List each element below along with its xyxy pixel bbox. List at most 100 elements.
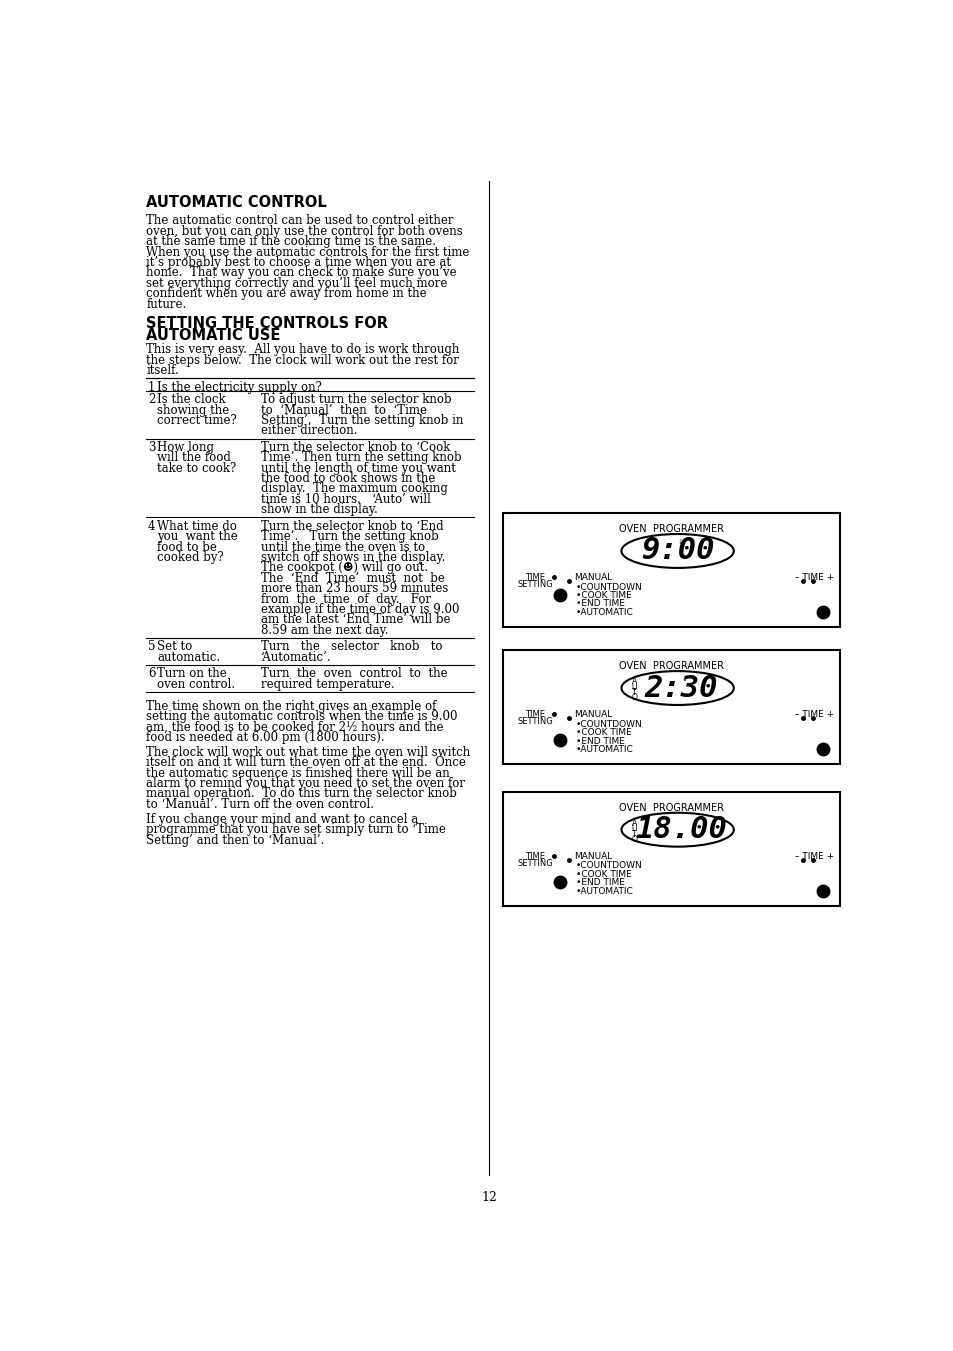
Text: OVEN  PROGRAMMER: OVEN PROGRAMMER	[618, 524, 723, 534]
Text: U: U	[631, 824, 637, 834]
Text: •COOK TIME: •COOK TIME	[575, 728, 631, 738]
Text: When you use the automatic controls for the first time: When you use the automatic controls for …	[146, 246, 469, 258]
Text: Turn the selector knob to ‘End: Turn the selector knob to ‘End	[261, 520, 443, 532]
Text: Setting’ and then to ‘Manual’.: Setting’ and then to ‘Manual’.	[146, 834, 324, 847]
Text: set everything correctly and you’ll feel much more: set everything correctly and you’ll feel…	[146, 277, 447, 290]
Text: TIME: TIME	[525, 852, 545, 861]
Text: Is the clock: Is the clock	[157, 393, 226, 407]
Text: •COUNTDOWN: •COUNTDOWN	[575, 862, 641, 870]
Text: 2: 2	[148, 393, 155, 407]
Text: What time do: What time do	[157, 520, 237, 532]
Text: – TIME +: – TIME +	[794, 573, 833, 582]
Text: SETTING: SETTING	[517, 717, 553, 727]
Text: MANUAL: MANUAL	[574, 852, 612, 861]
Text: either direction.: either direction.	[261, 424, 357, 438]
Text: am, the food is to be cooked for 2½ hours and the: am, the food is to be cooked for 2½ hour…	[146, 720, 443, 734]
Text: to ‘Manual’. Turn off the oven control.: to ‘Manual’. Turn off the oven control.	[146, 797, 374, 811]
Text: Is the electricity supply on?: Is the electricity supply on?	[157, 381, 322, 393]
Bar	[502, 792, 840, 907]
Text: O: O	[631, 835, 637, 844]
Text: SETTING: SETTING	[517, 580, 553, 589]
Text: T: T	[631, 830, 636, 839]
Text: take to cook?: take to cook?	[157, 462, 236, 474]
Text: 3: 3	[148, 440, 155, 454]
Text: automatic.: automatic.	[157, 651, 220, 663]
Text: ↓: ↓	[680, 676, 686, 682]
Text: example if the time of day is 9.00: example if the time of day is 9.00	[261, 603, 459, 616]
Text: future.: future.	[146, 297, 187, 311]
Text: setting the automatic controls when the time is 9.00: setting the automatic controls when the …	[146, 711, 457, 723]
Text: itself.: itself.	[146, 365, 179, 377]
Bar	[502, 650, 840, 765]
Ellipse shape	[620, 813, 733, 847]
Text: until the time the oven is to: until the time the oven is to	[261, 540, 425, 554]
Text: 4: 4	[148, 520, 155, 532]
Text: O: O	[631, 693, 637, 703]
Text: Turn  the  oven  control  to  the: Turn the oven control to the	[261, 667, 447, 681]
Text: from  the  time  of  day.   For: from the time of day. For	[261, 593, 431, 605]
Text: Turn   the   selector   knob   to: Turn the selector knob to	[261, 640, 442, 654]
Text: cooked by?: cooked by?	[157, 551, 224, 563]
Text: at the same time if the cooking time is the same.: at the same time if the cooking time is …	[146, 235, 436, 249]
Text: 5: 5	[148, 640, 155, 654]
Text: the food to cook shows in the: the food to cook shows in the	[261, 471, 435, 485]
Text: A: A	[631, 819, 637, 828]
Text: How long: How long	[157, 440, 214, 454]
Text: The  ‘End  Time’  must  not  be: The ‘End Time’ must not be	[261, 571, 444, 585]
Text: switch off shows in the display.: switch off shows in the display.	[261, 551, 445, 563]
Text: •END TIME: •END TIME	[575, 878, 624, 888]
Text: The time shown on the right gives an example of: The time shown on the right gives an exa…	[146, 700, 436, 712]
Text: showing the: showing the	[157, 404, 230, 416]
Text: manual operation.  To do this turn the selector knob: manual operation. To do this turn the se…	[146, 788, 456, 800]
Text: food is needed at 6.00 pm (1800 hours).: food is needed at 6.00 pm (1800 hours).	[146, 731, 385, 744]
Text: Time’. Then turn the setting knob: Time’. Then turn the setting knob	[261, 451, 461, 465]
Text: •COUNTDOWN: •COUNTDOWN	[575, 582, 641, 592]
Text: 2:30: 2:30	[644, 674, 718, 703]
Text: Turn on the: Turn on the	[157, 667, 227, 681]
Text: •COOK TIME: •COOK TIME	[575, 590, 631, 600]
Text: am the latest ‘End Time’ will be: am the latest ‘End Time’ will be	[261, 613, 450, 627]
Text: correct time?: correct time?	[157, 413, 236, 427]
Text: time is 10 hours.   ‘Auto’ will: time is 10 hours. ‘Auto’ will	[261, 493, 431, 505]
Text: the automatic sequence is finished there will be an: the automatic sequence is finished there…	[146, 766, 450, 780]
Text: ↓: ↓	[677, 539, 682, 544]
Text: oven, but you can only use the control for both ovens: oven, but you can only use the control f…	[146, 224, 462, 238]
Text: Time’.   Turn the setting knob: Time’. Turn the setting knob	[261, 530, 438, 543]
Text: TIME: TIME	[525, 711, 545, 719]
Text: •COUNTDOWN: •COUNTDOWN	[575, 720, 641, 728]
Text: The automatic control can be used to control either: The automatic control can be used to con…	[146, 215, 454, 227]
Text: food to be: food to be	[157, 540, 217, 554]
Text: The clock will work out what time the oven will switch: The clock will work out what time the ov…	[146, 746, 470, 759]
Text: •COOK TIME: •COOK TIME	[575, 870, 631, 878]
Ellipse shape	[620, 671, 733, 705]
Text: ‘Automatic’.: ‘Automatic’.	[261, 651, 332, 663]
Text: itself on and it will turn the oven off at the end.  Once: itself on and it will turn the oven off …	[146, 757, 466, 769]
Text: •AUTOMATIC: •AUTOMATIC	[575, 744, 633, 754]
Text: display.  The maximum cooking: display. The maximum cooking	[261, 482, 448, 496]
Text: – TIME +: – TIME +	[794, 711, 833, 719]
Text: Turn the selector knob to ‘Cook: Turn the selector knob to ‘Cook	[261, 440, 450, 454]
Text: If you change your mind and want to cancel a: If you change your mind and want to canc…	[146, 813, 418, 825]
Text: OVEN  PROGRAMMER: OVEN PROGRAMMER	[618, 802, 723, 813]
Text: Set to: Set to	[157, 640, 193, 654]
Text: TIME: TIME	[525, 573, 545, 582]
Text: 12: 12	[480, 1190, 497, 1204]
Text: •AUTOMATIC: •AUTOMATIC	[575, 608, 633, 617]
Text: To adjust turn the selector knob: To adjust turn the selector knob	[261, 393, 451, 407]
Bar	[502, 513, 840, 627]
Text: the steps below.  The clock will work out the rest for: the steps below. The clock will work out…	[146, 354, 458, 367]
Text: MANUAL: MANUAL	[574, 573, 612, 582]
Text: – TIME +: – TIME +	[794, 852, 833, 861]
Text: will the food: will the food	[157, 451, 231, 465]
Text: AUTOMATIC USE: AUTOMATIC USE	[146, 328, 280, 343]
Text: it’s probably best to choose a time when you are at: it’s probably best to choose a time when…	[146, 257, 451, 269]
Text: T: T	[631, 688, 636, 697]
Text: home.  That way you can check to make sure you’ve: home. That way you can check to make sur…	[146, 266, 456, 280]
Text: OVEN  PROGRAMMER: OVEN PROGRAMMER	[618, 661, 723, 671]
Text: show in the display.: show in the display.	[261, 503, 377, 516]
Text: 1: 1	[148, 381, 155, 393]
Text: Setting’.  Turn the setting knob in: Setting’. Turn the setting knob in	[261, 413, 463, 427]
Text: MANUAL: MANUAL	[574, 711, 612, 719]
Text: confident when you are away from home in the: confident when you are away from home in…	[146, 288, 427, 300]
Text: U: U	[631, 682, 637, 692]
